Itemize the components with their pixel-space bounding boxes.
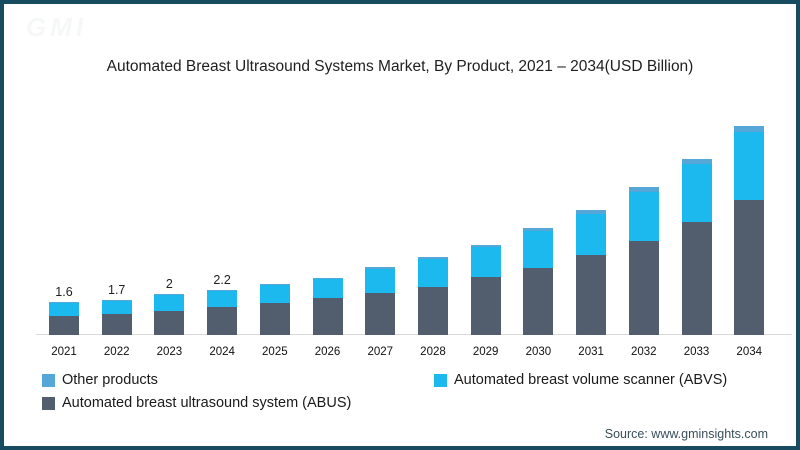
bar-segment-2030 bbox=[523, 228, 554, 232]
bar-segment-2021 bbox=[49, 315, 79, 335]
x-axis-label-2029: 2029 bbox=[472, 346, 499, 358]
bar-segment-2028 bbox=[417, 257, 448, 260]
bar-2023 bbox=[154, 294, 185, 335]
bar-segment-2028 bbox=[417, 259, 448, 288]
x-axis-label-2033: 2033 bbox=[683, 346, 710, 358]
source-credit: Source: www.gminsights.com bbox=[604, 427, 768, 441]
bar-segment-2023 bbox=[154, 294, 185, 295]
bar-segment-2029 bbox=[470, 277, 501, 335]
bar-segment-2022 bbox=[101, 314, 132, 335]
bar-segment-2021 bbox=[49, 302, 79, 303]
x-axis-label-2032: 2032 bbox=[631, 346, 657, 358]
bar-2028 bbox=[417, 257, 448, 335]
bar-segment-2030 bbox=[523, 267, 554, 335]
bar-segment-2026 bbox=[312, 298, 343, 335]
bar-2031 bbox=[576, 209, 607, 335]
bar-segment-2029 bbox=[470, 247, 501, 277]
legend-swatch-abus-icon bbox=[42, 396, 55, 410]
x-axis-label-2022: 2022 bbox=[103, 346, 130, 358]
x-axis-label-2026: 2026 bbox=[314, 346, 341, 358]
bar-chart-plot-area: 1.6 2021 1.7 2022 2 2023 2.2 2024 2025 2026 2027 20… bbox=[4, 4, 796, 446]
x-axis-label-2030: 2030 bbox=[525, 346, 552, 358]
legend-label-abvs: Automated breast volume scanner (ABVS) bbox=[454, 372, 728, 388]
bar-2032 bbox=[628, 187, 659, 335]
x-axis-label-2021: 2021 bbox=[51, 346, 77, 358]
bar-2022 bbox=[101, 300, 132, 335]
bar-segment-2023 bbox=[154, 294, 185, 312]
bar-2034 bbox=[734, 125, 765, 335]
bar-segment-2032 bbox=[628, 187, 659, 192]
x-axis-label-2031: 2031 bbox=[578, 346, 604, 358]
bar-2025 bbox=[259, 283, 290, 335]
bar-segment-2024 bbox=[207, 306, 238, 335]
bar-segment-2034 bbox=[734, 125, 765, 133]
bar-value-label-2023: 2 bbox=[165, 277, 173, 291]
bar-segment-2021 bbox=[49, 302, 79, 316]
x-axis-line bbox=[36, 334, 792, 335]
x-axis-label-2023: 2023 bbox=[156, 346, 183, 358]
bar-2033 bbox=[681, 158, 712, 335]
bar-segment-2031 bbox=[576, 213, 607, 256]
bar-segment-2033 bbox=[681, 164, 712, 223]
bar-segment-2026 bbox=[312, 277, 343, 280]
legend-item-abvs: Automated breast volume scanner (ABVS) bbox=[434, 372, 727, 388]
bar-segment-2023 bbox=[154, 311, 185, 335]
bar-segment-2025 bbox=[259, 303, 290, 335]
legend-label-abus: Automated breast ultrasound system (ABUS… bbox=[62, 395, 352, 411]
bar-segment-2034 bbox=[734, 199, 765, 335]
bar-segment-2025 bbox=[259, 285, 290, 304]
chart-title: Automated Breast Ultrasound Systems Mark… bbox=[106, 58, 694, 75]
bar-segment-2033 bbox=[681, 222, 712, 335]
legend-label-other-products: Other products bbox=[62, 372, 158, 388]
bar-2029 bbox=[470, 244, 501, 335]
bar-value-label-2022: 1.7 bbox=[108, 283, 126, 298]
bar-2026 bbox=[312, 277, 343, 335]
gmi-watermark: GMI bbox=[26, 12, 88, 42]
legend-item-abus: Automated breast ultrasound system (ABUS… bbox=[42, 395, 351, 411]
x-axis-label-2028: 2028 bbox=[420, 346, 446, 358]
bar-segment-2027 bbox=[365, 267, 396, 269]
bar-segment-2031 bbox=[576, 209, 607, 214]
bar-segment-2034 bbox=[734, 132, 765, 200]
x-axis-label-2025: 2025 bbox=[262, 346, 288, 358]
bar-segment-2022 bbox=[101, 300, 132, 315]
bar-segment-2027 bbox=[365, 292, 396, 335]
bar-2024 bbox=[207, 289, 238, 335]
bar-segment-2025 bbox=[259, 283, 290, 285]
bar-segment-2028 bbox=[417, 287, 448, 335]
bar-segment-2033 bbox=[681, 158, 712, 165]
legend-swatch-abvs-icon bbox=[434, 373, 447, 387]
bar-segment-2027 bbox=[365, 269, 396, 293]
bar-segment-2029 bbox=[470, 244, 501, 248]
x-axis-label-2027: 2027 bbox=[367, 346, 394, 358]
legend-item-other-products: Other products bbox=[42, 372, 158, 388]
bar-segment-2032 bbox=[628, 191, 659, 241]
bar-2021 bbox=[49, 302, 79, 335]
bar-value-label-2024: 2.2 bbox=[213, 272, 231, 287]
bar-value-label-2021: 1.6 bbox=[55, 285, 73, 300]
bar-2027 bbox=[365, 267, 396, 335]
bar-segment-2030 bbox=[523, 231, 554, 268]
bar-segment-2032 bbox=[628, 240, 659, 335]
bar-segment-2024 bbox=[207, 290, 238, 307]
bar-segment-2024 bbox=[207, 289, 238, 291]
x-axis-label-2034: 2034 bbox=[736, 346, 763, 358]
x-axis-label-2024: 2024 bbox=[209, 346, 235, 358]
bar-segment-2026 bbox=[312, 279, 343, 299]
bar-2030 bbox=[523, 228, 554, 335]
bar-segment-2022 bbox=[101, 300, 132, 301]
bar-segment-2031 bbox=[576, 255, 607, 335]
legend-swatch-other-products-icon bbox=[42, 373, 55, 387]
